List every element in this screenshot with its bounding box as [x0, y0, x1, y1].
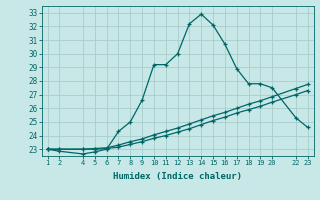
X-axis label: Humidex (Indice chaleur): Humidex (Indice chaleur) [113, 172, 242, 181]
